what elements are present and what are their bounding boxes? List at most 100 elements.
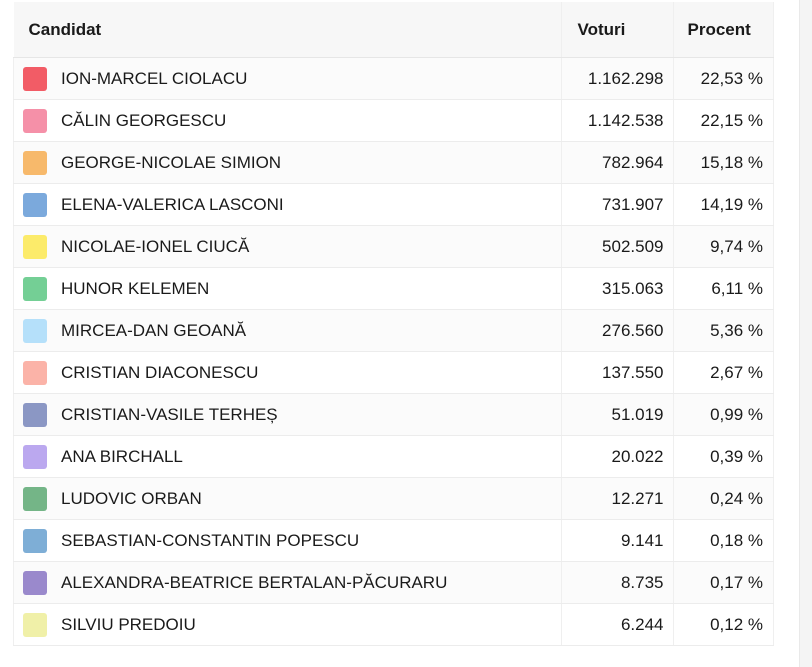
percent-cell: 0,12 % — [673, 603, 774, 646]
percent-cell: 22,15 % — [673, 99, 774, 142]
percent-cell: 6,11 % — [673, 267, 774, 310]
scrollbar[interactable] — [799, 0, 812, 667]
candidate-name: ANA BIRCHALL — [61, 446, 183, 466]
candidate-color-swatch — [23, 192, 47, 217]
results-body: ION-MARCEL CIOLACU 1.162.298 22,53 % CĂLIN … — [13, 57, 774, 646]
candidate-wrapper: CĂLIN GEORGESCU — [14, 108, 561, 133]
candidate-name: SILVIU PREDOIU — [61, 614, 196, 634]
votes-cell: 731.907 — [561, 183, 674, 226]
candidate-wrapper: ALEXANDRA-BEATRICE BERTALAN-PĂCURARU — [14, 570, 561, 595]
candidate-color-swatch — [23, 360, 47, 385]
votes-cell: 1.162.298 — [561, 57, 674, 100]
votes-cell: 12.271 — [561, 477, 674, 520]
header-candidate[interactable]: Candidat — [13, 2, 562, 58]
candidate-cell: ELENA-VALERICA LASCONI — [13, 183, 562, 226]
candidate-wrapper: CRISTIAN-VASILE TERHEȘ — [14, 402, 561, 427]
candidate-color-swatch — [23, 570, 47, 595]
candidate-name: LUDOVIC ORBAN — [61, 488, 202, 508]
candidate-cell: ANA BIRCHALL — [13, 435, 562, 478]
votes-cell: 276.560 — [561, 309, 674, 352]
candidate-name: CRISTIAN DIACONESCU — [61, 362, 259, 382]
candidate-cell: MIRCEA-DAN GEOANĂ — [13, 309, 562, 352]
candidate-cell: SEBASTIAN-CONSTANTIN POPESCU — [13, 519, 562, 562]
table-row: HUNOR KELEMEN 315.063 6,11 % — [13, 267, 774, 310]
candidate-color-swatch — [23, 444, 47, 469]
percent-cell: 0,39 % — [673, 435, 774, 478]
candidate-name: CRISTIAN-VASILE TERHEȘ — [61, 404, 278, 424]
candidate-cell: CRISTIAN DIACONESCU — [13, 351, 562, 394]
candidate-wrapper: LUDOVIC ORBAN — [14, 486, 561, 511]
table-header-row: Candidat Voturi Procent — [13, 2, 774, 58]
votes-cell: 51.019 — [561, 393, 674, 436]
candidate-cell: ALEXANDRA-BEATRICE BERTALAN-PĂCURARU — [13, 561, 562, 604]
candidate-cell: ION-MARCEL CIOLACU — [13, 57, 562, 100]
candidate-color-swatch — [23, 108, 47, 133]
percent-cell: 22,53 % — [673, 57, 774, 100]
candidate-color-swatch — [23, 66, 47, 91]
table-row: LUDOVIC ORBAN 12.271 0,24 % — [13, 477, 774, 520]
candidate-color-swatch — [23, 318, 47, 343]
table-row: ANA BIRCHALL 20.022 0,39 % — [13, 435, 774, 478]
candidate-wrapper: ELENA-VALERICA LASCONI — [14, 192, 561, 217]
candidate-wrapper: HUNOR KELEMEN — [14, 276, 561, 301]
candidate-cell: HUNOR KELEMEN — [13, 267, 562, 310]
votes-cell: 782.964 — [561, 141, 674, 184]
candidate-wrapper: SEBASTIAN-CONSTANTIN POPESCU — [14, 528, 561, 553]
percent-cell: 0,24 % — [673, 477, 774, 520]
candidate-color-swatch — [23, 150, 47, 175]
header-votes[interactable]: Voturi — [561, 2, 674, 58]
candidate-cell: LUDOVIC ORBAN — [13, 477, 562, 520]
table-row: GEORGE-NICOLAE SIMION 782.964 15,18 % — [13, 141, 774, 184]
votes-cell: 20.022 — [561, 435, 674, 478]
votes-cell: 502.509 — [561, 225, 674, 268]
percent-cell: 9,74 % — [673, 225, 774, 268]
table-row: CRISTIAN DIACONESCU 137.550 2,67 % — [13, 351, 774, 394]
results-table: Candidat Voturi Procent ION-MARCEL CIOLA… — [13, 2, 774, 646]
candidate-name: GEORGE-NICOLAE SIMION — [61, 152, 282, 172]
percent-cell: 2,67 % — [673, 351, 774, 394]
candidate-cell: CĂLIN GEORGESCU — [13, 99, 562, 142]
table-row: ION-MARCEL CIOLACU 1.162.298 22,53 % — [13, 57, 774, 100]
percent-cell: 0,17 % — [673, 561, 774, 604]
table-row: CĂLIN GEORGESCU 1.142.538 22,15 % — [13, 99, 774, 142]
candidate-cell: NICOLAE-IONEL CIUCĂ — [13, 225, 562, 268]
table-row: NICOLAE-IONEL CIUCĂ 502.509 9,74 % — [13, 225, 774, 268]
candidate-cell: SILVIU PREDOIU — [13, 603, 562, 646]
table-row: ELENA-VALERICA LASCONI 731.907 14,19 % — [13, 183, 774, 226]
candidate-wrapper: ION-MARCEL CIOLACU — [14, 66, 561, 91]
candidate-wrapper: GEORGE-NICOLAE SIMION — [14, 150, 561, 175]
table-row: SILVIU PREDOIU 6.244 0,12 % — [13, 603, 774, 646]
votes-cell: 315.063 — [561, 267, 674, 310]
candidate-name: ELENA-VALERICA LASCONI — [61, 194, 284, 214]
candidate-cell: CRISTIAN-VASILE TERHEȘ — [13, 393, 562, 436]
candidate-name: MIRCEA-DAN GEOANĂ — [61, 320, 247, 340]
candidate-wrapper: ANA BIRCHALL — [14, 444, 561, 469]
candidate-color-swatch — [23, 612, 47, 637]
percent-cell: 5,36 % — [673, 309, 774, 352]
candidate-color-swatch — [23, 276, 47, 301]
table-row: ALEXANDRA-BEATRICE BERTALAN-PĂCURARU 8.73… — [13, 561, 774, 604]
candidate-color-swatch — [23, 486, 47, 511]
table-row: SEBASTIAN-CONSTANTIN POPESCU 9.141 0,18 % — [13, 519, 774, 562]
candidate-name: ALEXANDRA-BEATRICE BERTALAN-PĂCURARU — [61, 572, 448, 592]
percent-cell: 0,99 % — [673, 393, 774, 436]
percent-cell: 15,18 % — [673, 141, 774, 184]
candidate-color-swatch — [23, 234, 47, 259]
votes-cell: 8.735 — [561, 561, 674, 604]
candidate-name: CĂLIN GEORGESCU — [61, 110, 227, 130]
candidate-cell: GEORGE-NICOLAE SIMION — [13, 141, 562, 184]
candidate-name: HUNOR KELEMEN — [61, 278, 210, 298]
table-row: CRISTIAN-VASILE TERHEȘ 51.019 0,99 % — [13, 393, 774, 436]
votes-cell: 6.244 — [561, 603, 674, 646]
percent-cell: 14,19 % — [673, 183, 774, 226]
percent-cell: 0,18 % — [673, 519, 774, 562]
candidate-color-swatch — [23, 528, 47, 553]
candidate-name: NICOLAE-IONEL CIUCĂ — [61, 236, 250, 256]
header-percent[interactable]: Procent — [673, 2, 774, 58]
candidate-wrapper: MIRCEA-DAN GEOANĂ — [14, 318, 561, 343]
candidate-wrapper: NICOLAE-IONEL CIUCĂ — [14, 234, 561, 259]
candidate-name: ION-MARCEL CIOLACU — [61, 68, 248, 88]
candidate-wrapper: SILVIU PREDOIU — [14, 612, 561, 637]
table-row: MIRCEA-DAN GEOANĂ 276.560 5,36 % — [13, 309, 774, 352]
